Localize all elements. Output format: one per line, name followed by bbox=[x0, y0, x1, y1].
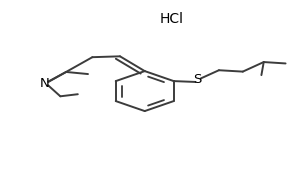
Text: S: S bbox=[193, 73, 201, 86]
Text: HCl: HCl bbox=[160, 12, 184, 26]
Text: N: N bbox=[40, 77, 49, 90]
